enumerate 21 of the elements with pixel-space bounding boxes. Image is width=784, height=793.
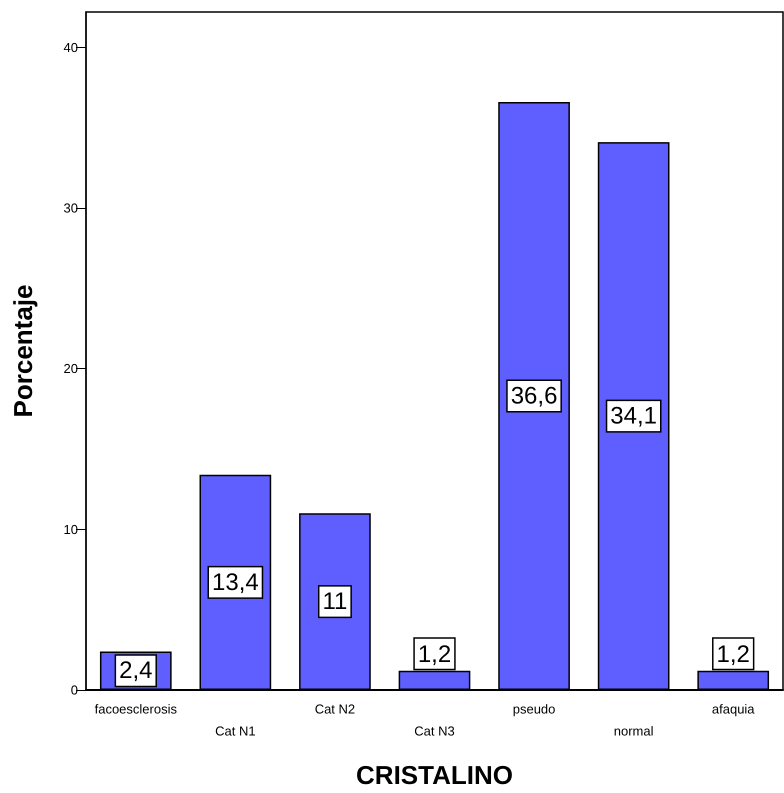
y-tick-label: 20 (64, 361, 78, 376)
y-tick-label: 10 (64, 522, 78, 537)
data-label: 1,2 (418, 641, 452, 668)
y-tick-label: 40 (64, 40, 78, 55)
x-tick-label: Cat N1 (215, 724, 256, 738)
x-axis-title: CRISTALINO (356, 760, 513, 790)
x-tick-label: Cat N2 (314, 702, 356, 716)
y-tick-label: 30 (64, 200, 78, 216)
x-tick-label: Cat N3 (414, 724, 455, 738)
x-tick-label: normal (614, 724, 654, 738)
y-tick-label: 0 (70, 682, 78, 698)
data-label: 1,2 (716, 641, 750, 668)
data-label: 34,1 (610, 402, 657, 430)
data-label: 2,4 (119, 657, 152, 684)
x-tick-label: afaquia (712, 702, 756, 716)
data-label: 13,4 (212, 568, 259, 596)
data-label: 11 (322, 588, 348, 616)
y-axis-title: Porcentaje (8, 284, 38, 418)
x-tick-label: facoesclerosis (94, 702, 178, 716)
data-label: 36,6 (510, 382, 558, 410)
x-tick-label: pseudo (512, 702, 556, 716)
